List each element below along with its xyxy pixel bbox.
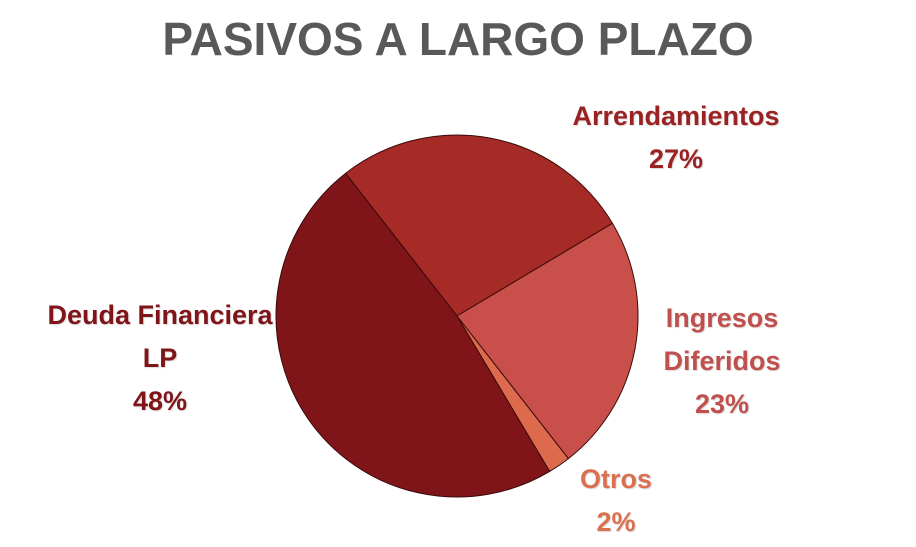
pie-slice <box>456 222 639 460</box>
chart-title: PASIVOS A LARGO PLAZO <box>162 13 754 65</box>
category-label: Otros <box>579 464 652 494</box>
slice-label: Deuda Financiera LP 48% <box>45 294 275 423</box>
slice-label: Ingresos Diferidos 23% <box>642 297 802 426</box>
slice-label: Arrendamientos 27% <box>536 95 816 181</box>
value-label: 23% <box>694 389 750 419</box>
category-label: Deuda Financiera LP <box>47 300 273 373</box>
category-label: Arrendamientos <box>572 101 780 131</box>
value-label: 27% <box>648 144 704 174</box>
slice-label: Otros 2% <box>556 458 676 544</box>
value-label: 2% <box>596 507 636 537</box>
pie-slice <box>344 134 614 317</box>
pie-slice <box>275 172 551 498</box>
category-label: Ingresos Diferidos <box>663 303 781 376</box>
value-label: 48% <box>132 386 188 416</box>
